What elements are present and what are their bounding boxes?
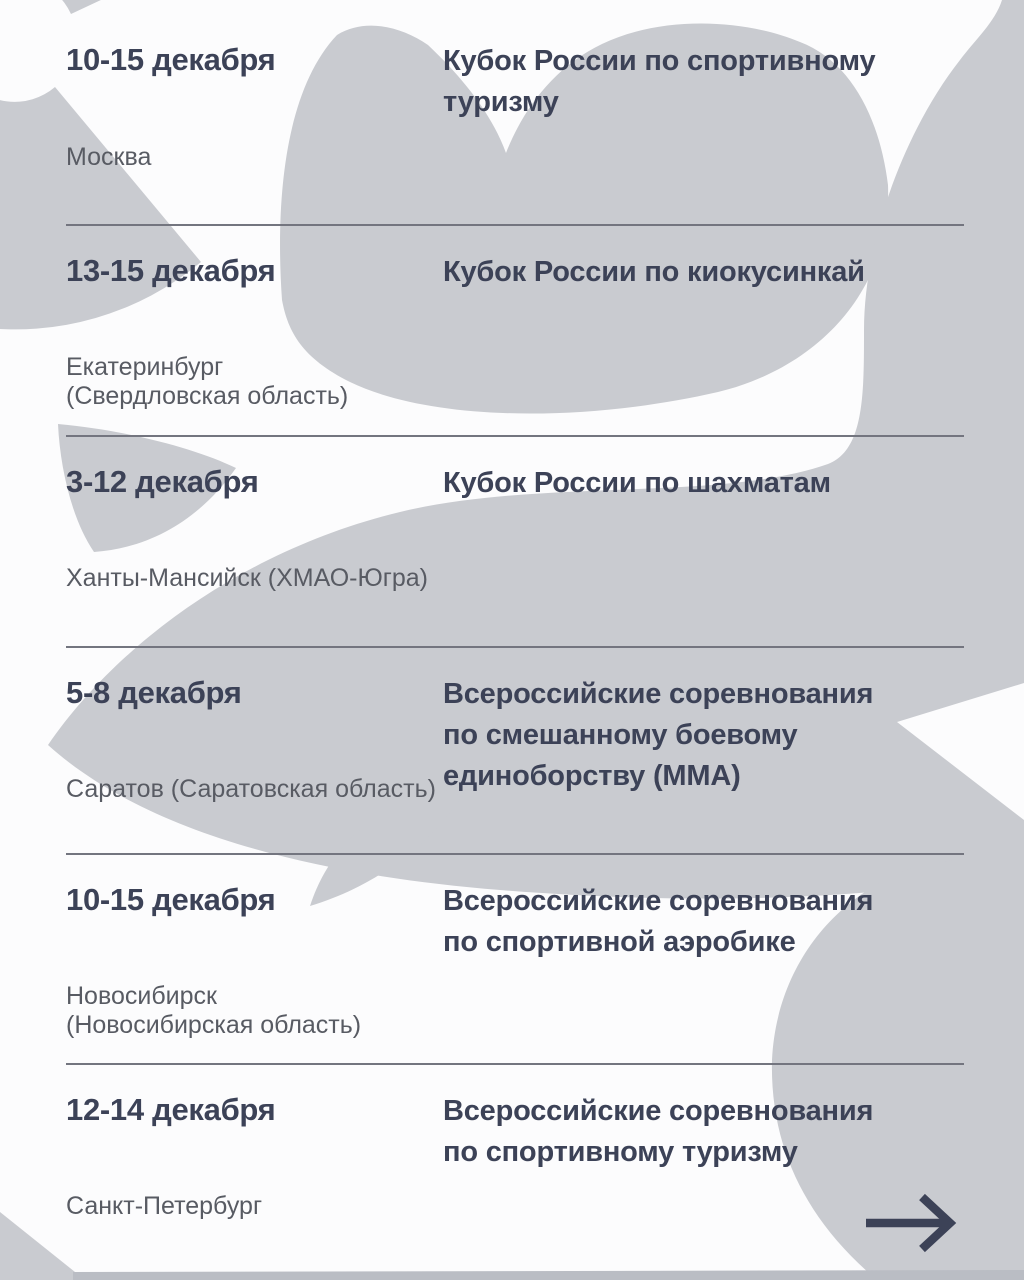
event-title: Кубок России по шахматам [443,467,831,499]
arrow-right-icon [866,1193,957,1253]
event-row: 5-8 декабря Всероссийские соревнования п… [0,648,1024,855]
event-location: Саратов (Саратовская область) [66,775,436,803]
event-row: 10-15 декабря Кубок России по спортивном… [0,0,1024,226]
event-location: Екатеринбург (Свердловская область) [66,353,349,410]
event-title: Кубок России по киокусинкай [443,256,865,288]
event-dates: 10-15 декабря [66,882,276,917]
event-row: 13-15 декабря Кубок России по киокусинка… [0,226,1024,437]
event-row: 3-12 декабря Кубок России по шахматам Ха… [0,437,1024,648]
event-row: 10-15 декабря Всероссийские соревнования… [0,855,1024,1065]
event-title: Всероссийские соревнования по спортивной… [443,885,874,958]
event-location: Ханты-Мансийск (ХМАО-Югра) [66,564,428,592]
event-title: Кубок России по спортивному туризму [443,45,876,118]
event-dates: 10-15 декабря [66,42,276,77]
event-title: Всероссийские соревнования по спортивном… [443,1095,874,1168]
event-location: Новосибирск (Новосибирская область) [66,982,362,1039]
event-location: Москва [66,143,152,171]
next-page-button[interactable] [858,1192,968,1254]
event-dates: 12-14 декабря [66,1092,276,1127]
event-dates: 13-15 декабря [66,253,276,288]
event-dates: 3-12 декабря [66,464,259,499]
event-row: 12-14 декабря Всероссийские соревнования… [0,1065,1024,1280]
event-title: Всероссийские соревнования по смешанному… [443,678,874,792]
event-dates: 5-8 декабря [66,675,242,710]
event-location: Санкт-Петербург [66,1192,263,1220]
